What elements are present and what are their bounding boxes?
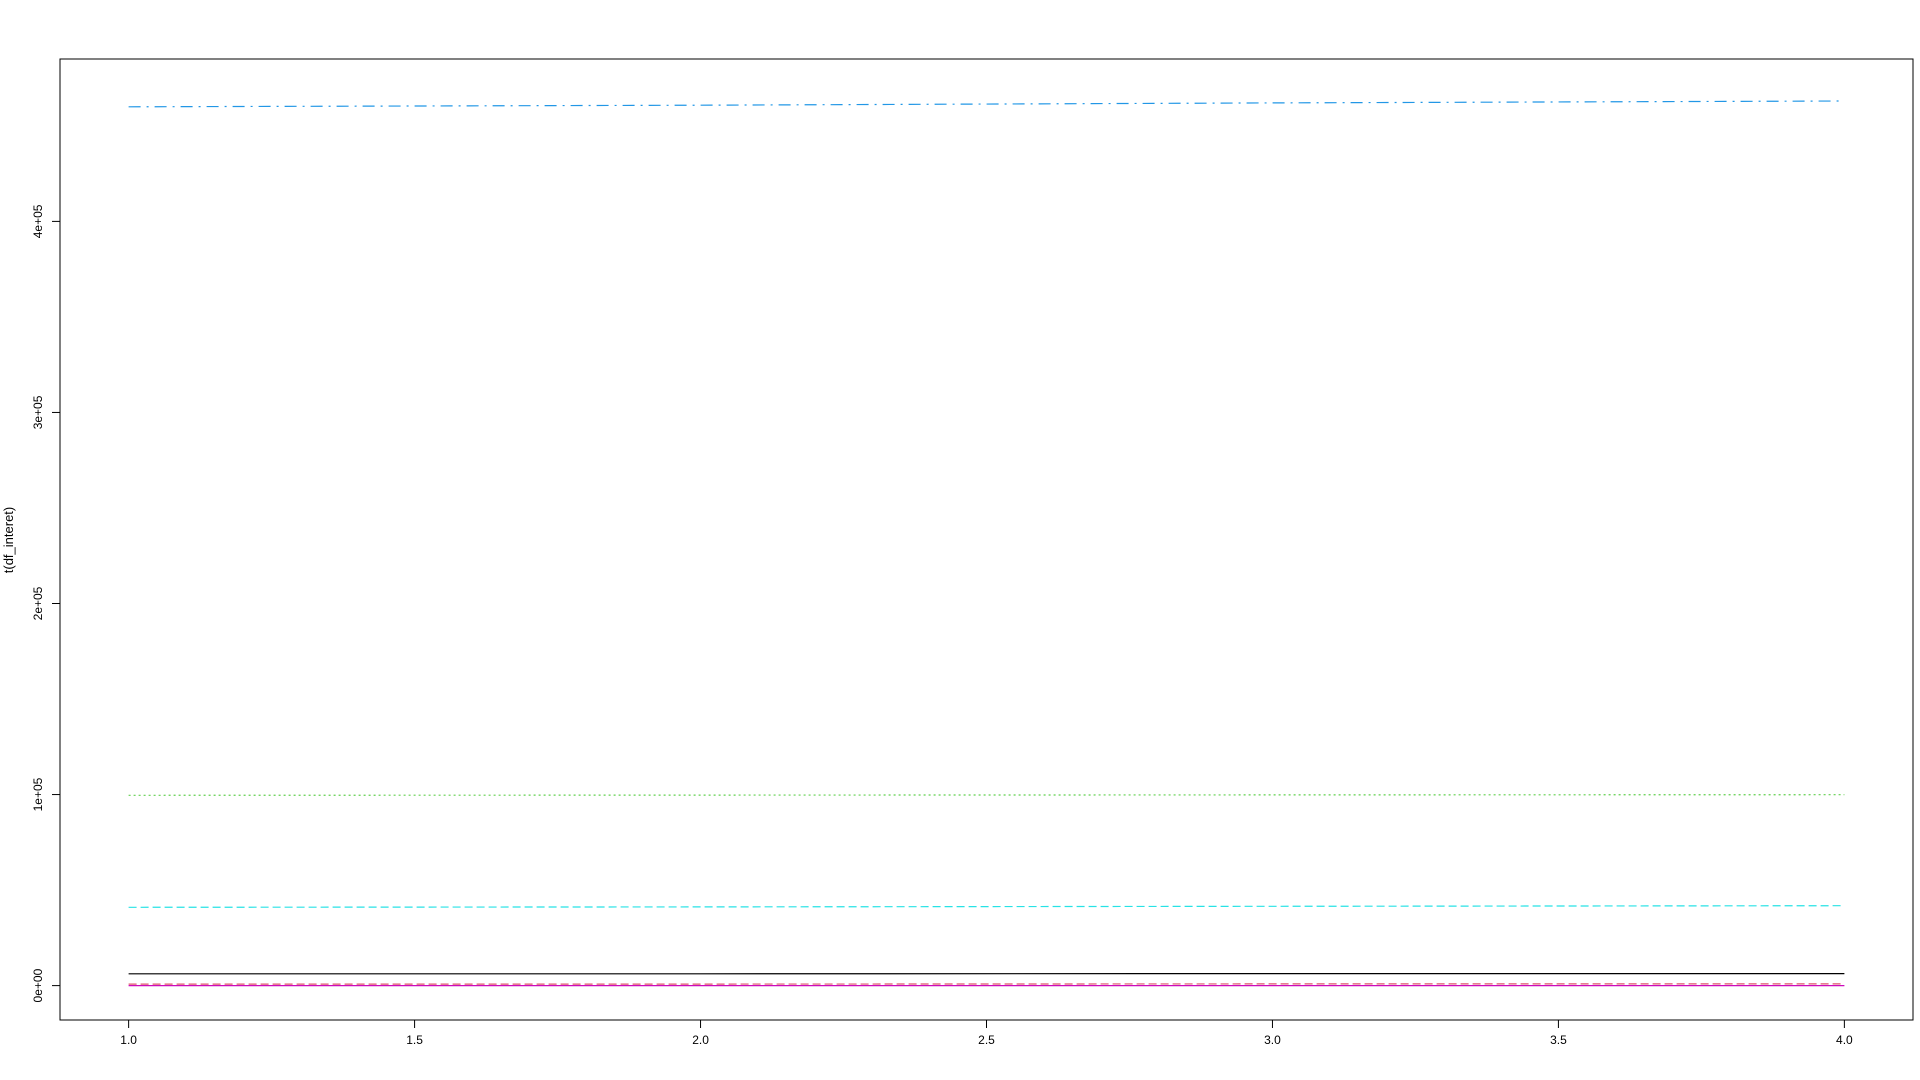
x-tick-label: 1.0 [120,1033,137,1047]
x-tick-label: 3.5 [1550,1033,1567,1047]
x-tick-label: 2.5 [978,1033,995,1047]
x-tick-label: 1.5 [406,1033,423,1047]
y-tick-label: 3e+05 [31,395,45,429]
series-line [128,100,1845,108]
y-tick-label: 1e+05 [31,777,45,811]
series-layer [128,100,1845,987]
series-line [128,794,1845,796]
y-tick-label: 4e+05 [31,204,45,238]
series-line [128,905,1845,908]
plot-box [59,58,1914,1021]
y-tick-label: 0e+00 [31,968,45,1002]
x-tick-label: 4.0 [1836,1033,1853,1047]
x-axis: 1.0 1.5 2.0 2.5 3.0 3.5 4.0 [120,1019,1853,1047]
y-axis-label: t(df_interet) [1,507,16,573]
x-tick-label: 3.0 [1264,1033,1281,1047]
y-axis: 0e+00 1e+05 2e+05 3e+05 4e+05 [31,204,61,1002]
y-tick-label: 2e+05 [31,586,45,620]
x-tick-label: 2.0 [692,1033,709,1047]
